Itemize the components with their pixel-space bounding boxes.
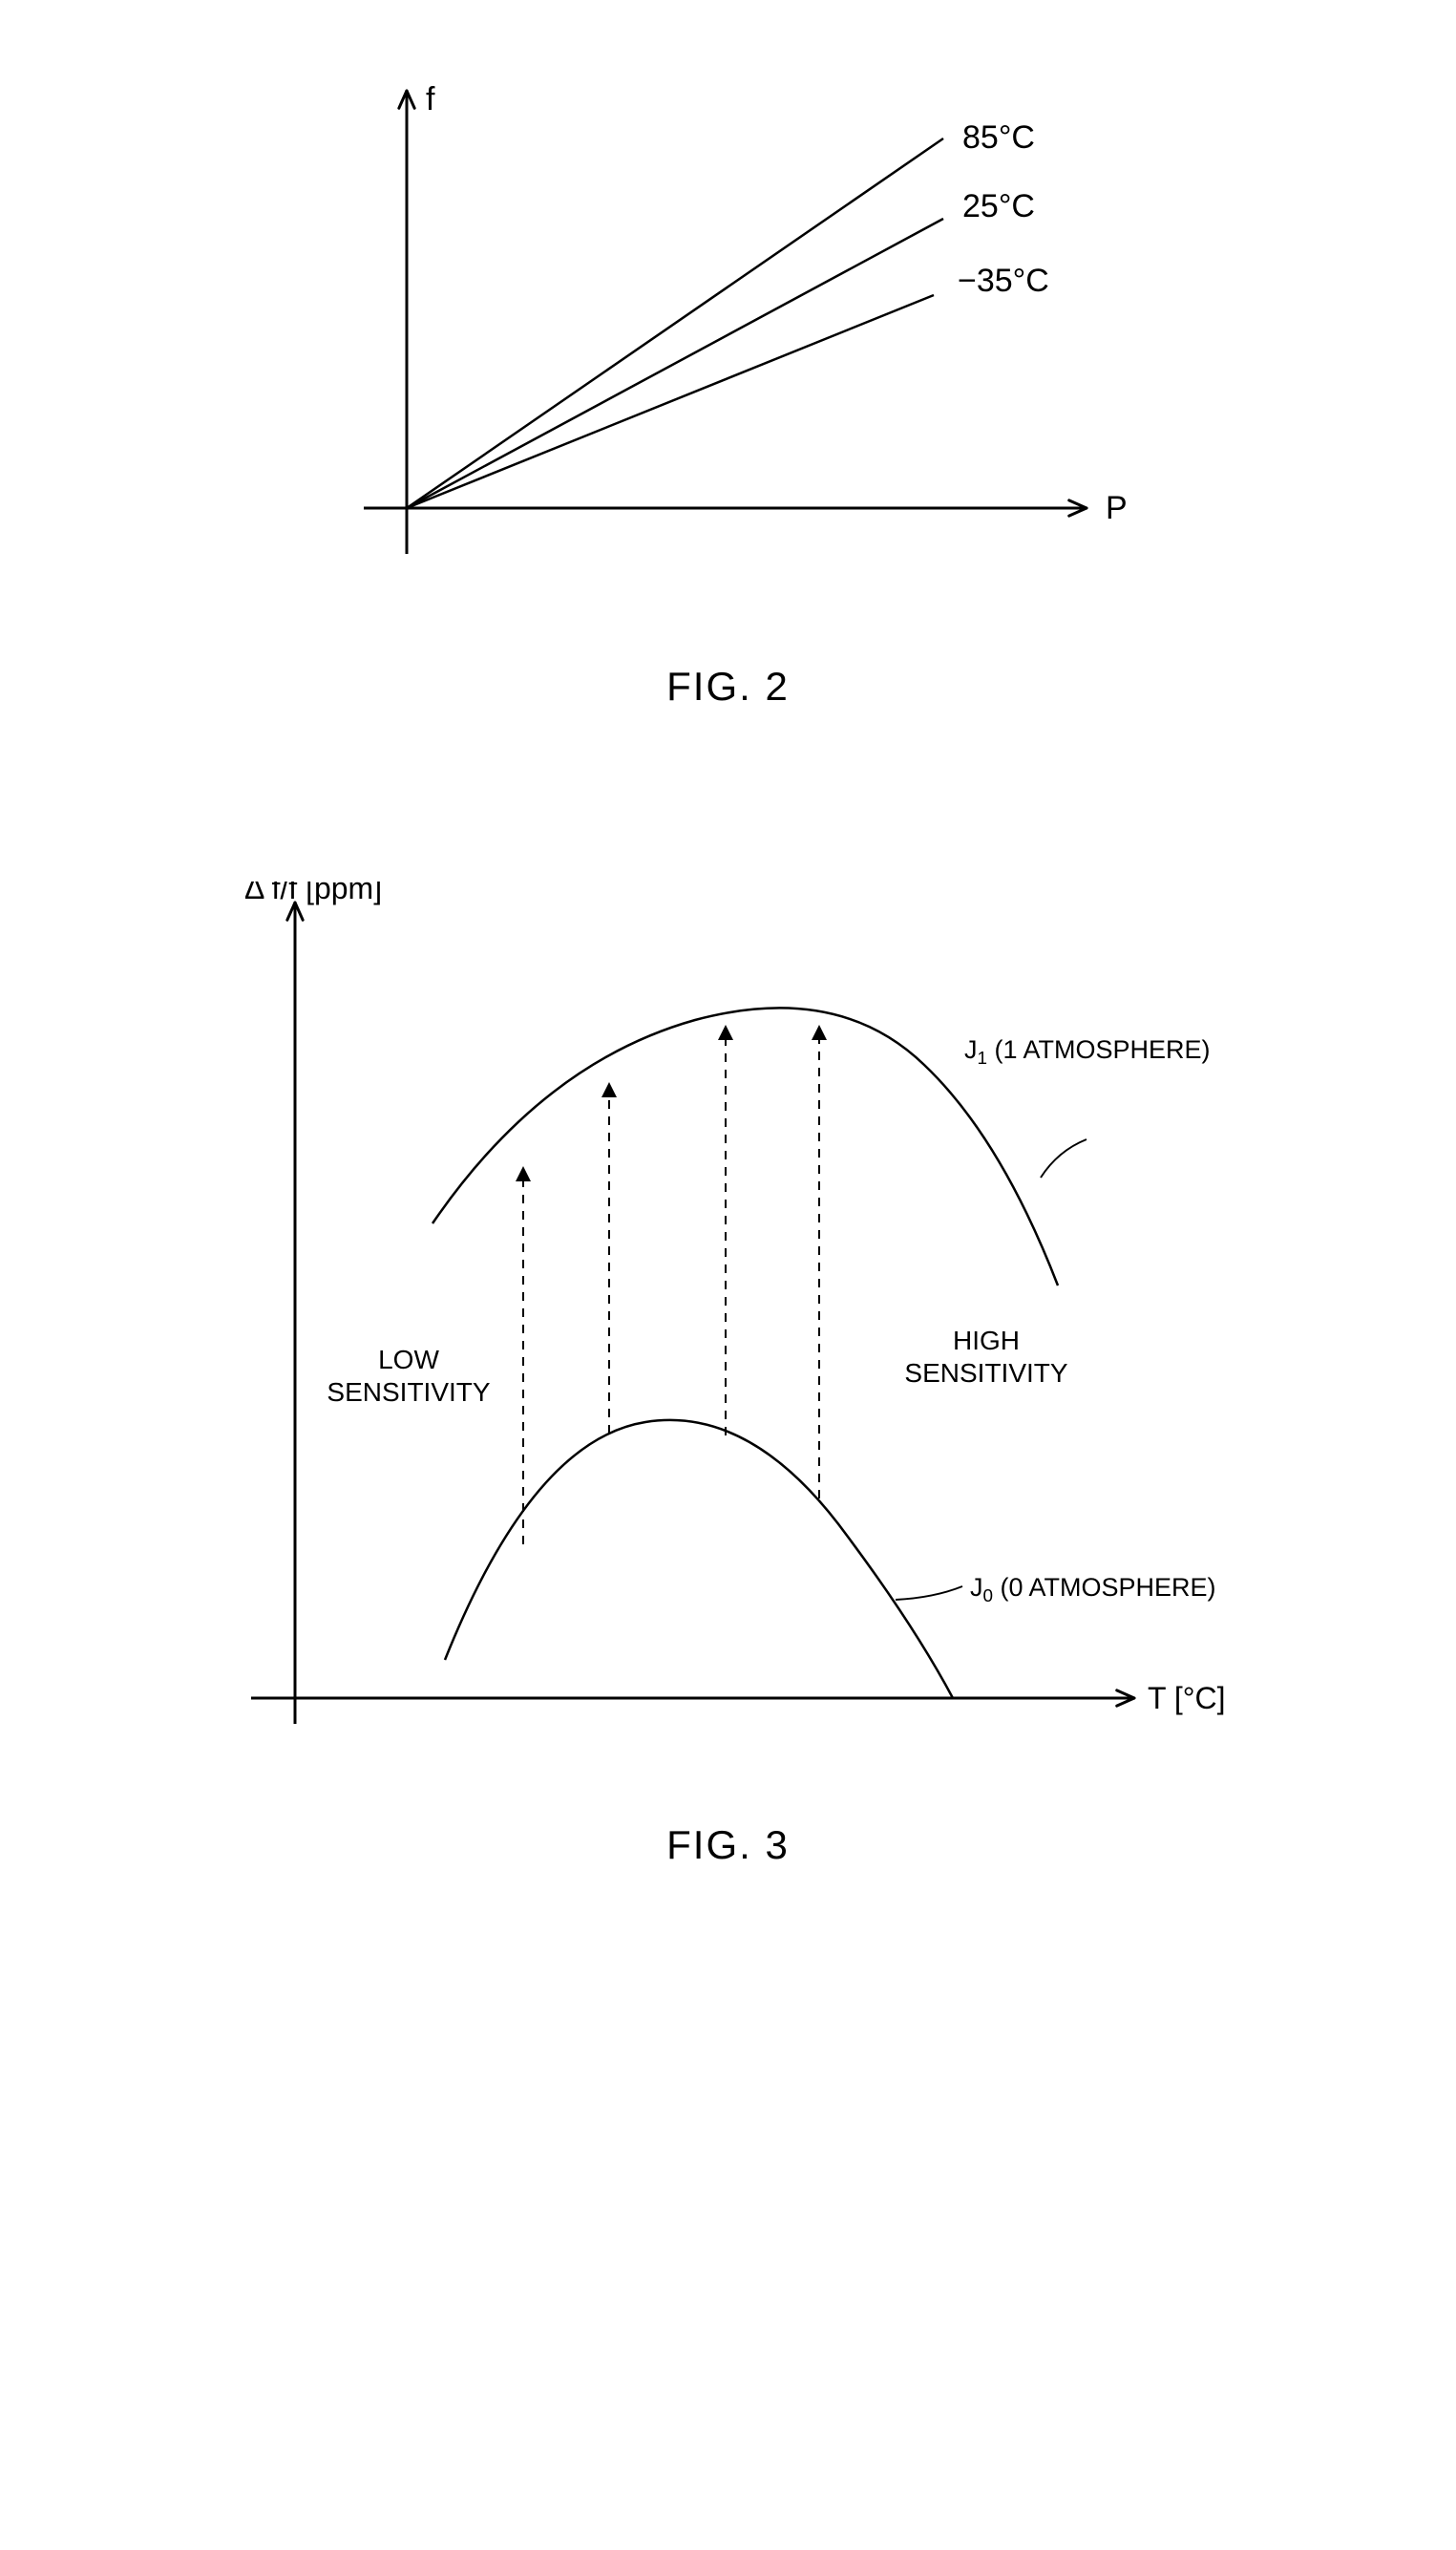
fig2-chart: f P 85°C 25°C −35°C — [299, 76, 1158, 611]
svg-text:T [°C]: T [°C] — [1148, 1681, 1226, 1715]
svg-text:HIGHSENSITIVITY: HIGHSENSITIVITY — [904, 1326, 1067, 1388]
fig3-svg-wrap: Δ f/f [ppm] T [°C] LOWSENSITIVITY HIGHSENSI… — [220, 882, 1236, 1774]
svg-text:Δ f/f [ppm]: Δ f/f [ppm] — [244, 882, 382, 905]
svg-text:−35°C: −35°C — [958, 263, 1049, 299]
fig2-label: FIG. 2 — [220, 664, 1236, 710]
svg-text:J1 (1 ATMOSPHERE): J1 (1 ATMOSPHERE) — [964, 1035, 1211, 1069]
fig3-label: FIG. 3 — [220, 1822, 1236, 1868]
figure-3: Δ f/f [ppm] T [°C] LOWSENSITIVITY HIGHSENSI… — [220, 882, 1236, 1868]
svg-text:P: P — [1106, 490, 1128, 526]
svg-text:LOWSENSITIVITY: LOWSENSITIVITY — [327, 1345, 490, 1407]
svg-text:85°C: 85°C — [962, 119, 1035, 156]
fig3-chart: Δ f/f [ppm] T [°C] LOWSENSITIVITY HIGHSENSI… — [227, 882, 1230, 1770]
svg-text:J0 (0 ATMOSPHERE): J0 (0 ATMOSPHERE) — [970, 1573, 1216, 1606]
figure-2: f P 85°C 25°C −35°C FIG. 2 — [220, 76, 1236, 710]
svg-text:f: f — [426, 81, 435, 117]
svg-text:25°C: 25°C — [962, 188, 1035, 224]
fig2-svg-wrap: f P 85°C 25°C −35°C — [220, 76, 1236, 616]
